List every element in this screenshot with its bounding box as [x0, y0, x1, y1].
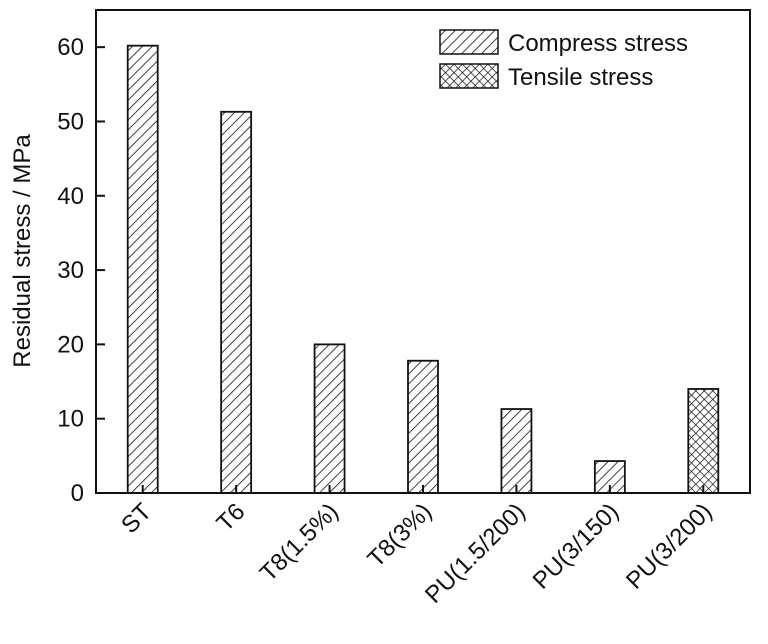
legend-label-tensile: Tensile stress	[508, 64, 653, 91]
bar-t8-3	[407, 359, 439, 494]
legend-swatch-tensile	[439, 63, 499, 89]
bar-pu-1-5-200	[500, 408, 533, 494]
y-tick-label: 60	[57, 34, 84, 61]
x-axis: ST T6 T8(1.5%) T8(3%)PU(1.5/200)PU(3/150)PU…	[116, 485, 718, 609]
x-tick-label: PU(1.5/200)	[420, 498, 531, 609]
x-tick-label: T8(1.5%)	[255, 498, 344, 587]
y-tick-label: 30	[57, 257, 84, 284]
bar-t6	[220, 110, 253, 494]
y-axis: 0 10 20 30 40 50 60	[57, 34, 105, 507]
bars	[126, 44, 720, 494]
y-tick-label: 50	[57, 108, 84, 135]
y-tick-label: 0	[71, 480, 84, 507]
bar-pu-3-200	[687, 388, 720, 494]
x-tick-label: T6	[211, 498, 250, 537]
legend-label-compress: Compress stress	[508, 30, 688, 57]
x-tick-label: PU(3/200)	[621, 498, 717, 594]
y-tick-label: 40	[57, 183, 84, 210]
y-axis-title: Residual stress / MPa	[9, 134, 36, 368]
legend-swatch-compress	[439, 29, 499, 55]
y-tick-label: 10	[57, 406, 84, 433]
legend: Compress stress Tensile stress	[439, 29, 688, 91]
x-tick-label: ST	[116, 498, 157, 539]
bar-st	[126, 44, 159, 494]
y-tick-label: 20	[57, 331, 84, 358]
bar-t8-1-5	[313, 343, 346, 494]
x-tick-label: T8(3%)	[363, 498, 438, 573]
x-tick-label: PU(3/150)	[528, 498, 624, 594]
